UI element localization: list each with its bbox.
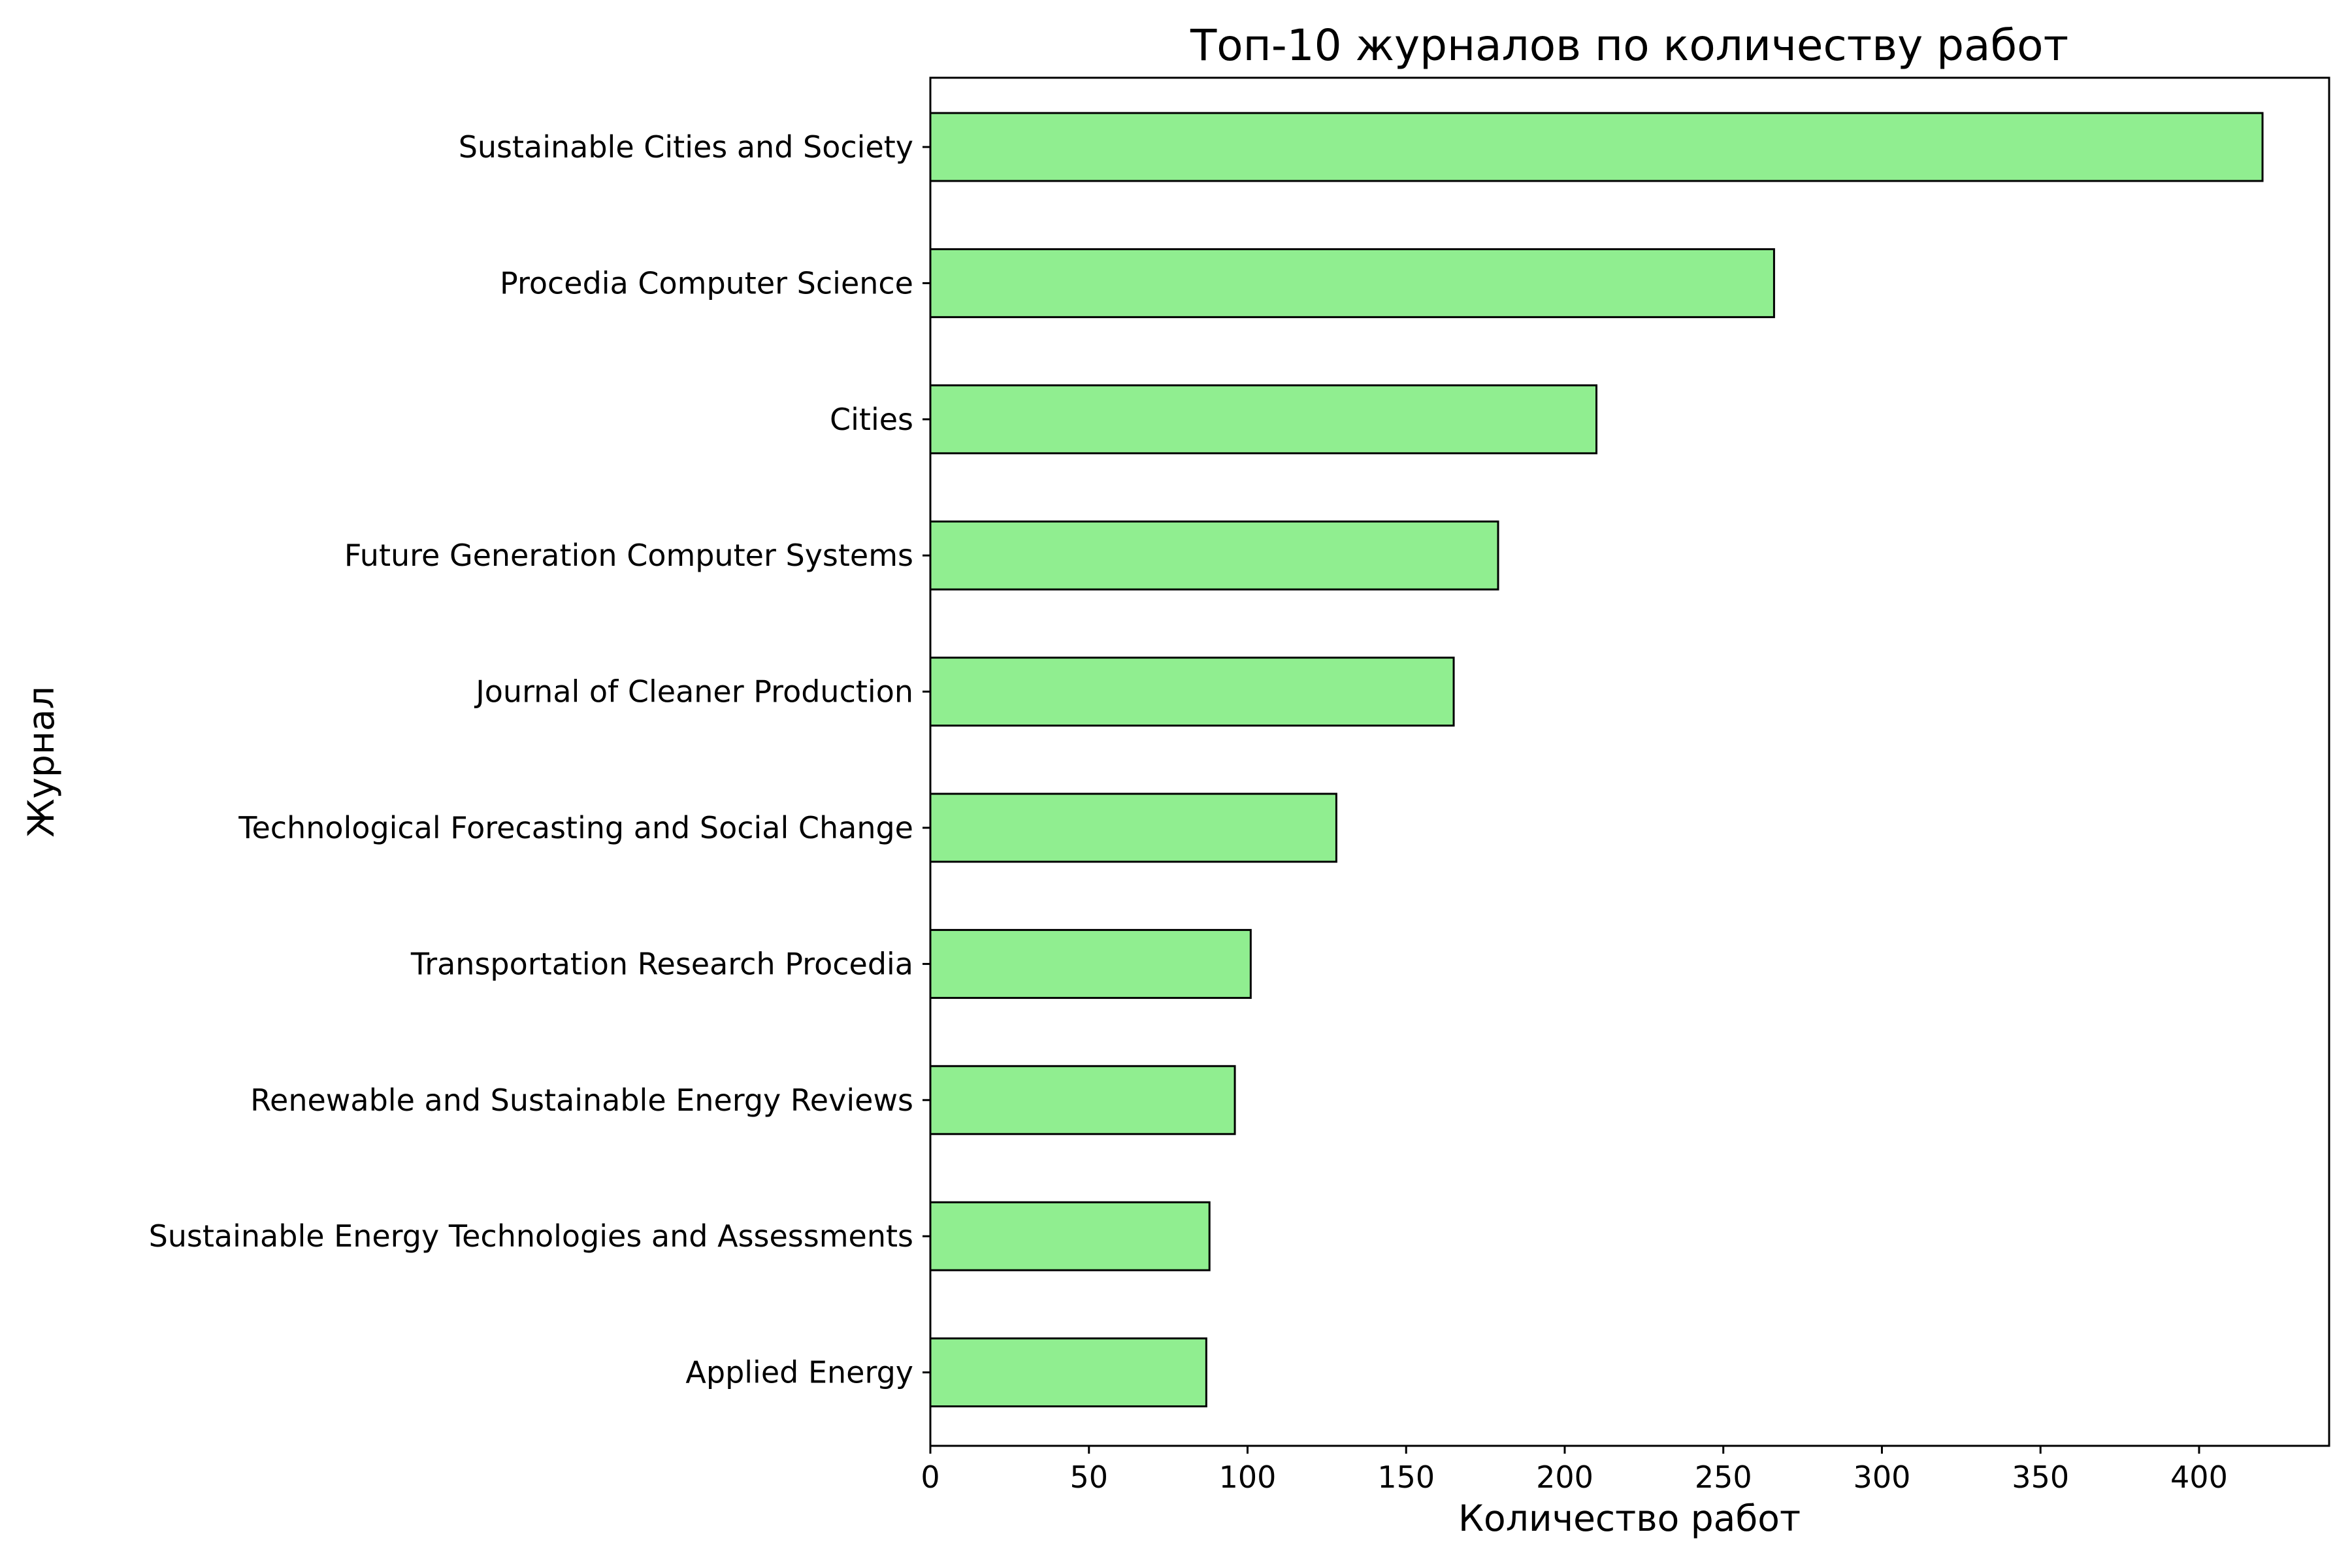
x-axis-ticks: 0 50 100 150 200 250 300 350 400: [921, 1446, 2228, 1495]
bar: [929, 1065, 1236, 1135]
y-tick-label: Renewable and Sustainable Energy Reviews: [250, 1083, 913, 1118]
chart-title: Топ-10 журналов по количеству работ: [1190, 20, 2068, 71]
bar: [929, 112, 2264, 182]
y-tick-label: Cities: [830, 402, 913, 437]
plot-frame: [929, 76, 2330, 1447]
x-tick-label: 50: [1070, 1460, 1108, 1495]
x-tick-label: 150: [1377, 1460, 1435, 1495]
y-tick-label: Transportation Research Procedia: [410, 946, 913, 981]
x-tick-label: 0: [921, 1460, 939, 1495]
y-tick-label: Procedia Computer Science: [500, 265, 913, 301]
x-tick-label: 300: [1854, 1460, 1911, 1495]
bar: [929, 928, 1252, 999]
y-tick-label: Technological Forecasting and Social Cha…: [238, 810, 913, 845]
y-axis-label: Журнал: [20, 686, 62, 838]
y-axis-ticks: Sustainable Cities and Society Procedia C…: [149, 129, 930, 1390]
bar: [929, 384, 1598, 455]
y-tick-label: Sustainable Cities and Society: [459, 129, 913, 165]
x-tick-label: 250: [1695, 1460, 1752, 1495]
x-tick-label: 200: [1536, 1460, 1593, 1495]
bar: [929, 248, 1775, 318]
x-tick-label: 400: [2170, 1460, 2228, 1495]
y-tick-label: Applied Energy: [685, 1355, 913, 1390]
bar: [929, 792, 1337, 863]
y-tick-label: Future Generation Computer Systems: [344, 538, 913, 573]
x-tick-label: 100: [1219, 1460, 1277, 1495]
bar: [929, 1337, 1207, 1408]
bar: [929, 520, 1499, 591]
x-axis-label: Количество работ: [1458, 1497, 1801, 1539]
y-tick-label: Journal of Cleaner Production: [474, 674, 913, 710]
bars-layer: [929, 112, 2264, 1408]
bar: [929, 657, 1455, 727]
bar: [929, 1201, 1211, 1271]
x-tick-label: 350: [2012, 1460, 2069, 1495]
y-tick-label: Sustainable Energy Technologies and Asse…: [149, 1218, 913, 1254]
